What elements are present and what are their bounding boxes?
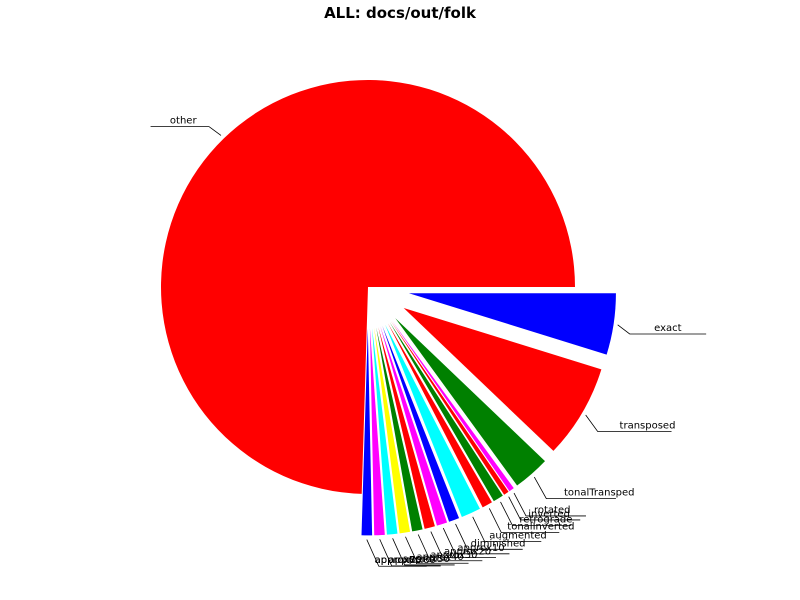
slice-minor-13-label: approx80 xyxy=(375,555,422,566)
slice-minor-6-leader xyxy=(442,527,510,555)
pie-slice-11 xyxy=(376,327,423,532)
slice-exact-label: exact xyxy=(654,323,682,334)
slice-minor-1-label: inverted xyxy=(528,509,570,520)
pie-slice-12 xyxy=(374,327,411,534)
slice-minor-12-label: approx70 xyxy=(375,555,422,566)
pie-slice-exact xyxy=(408,293,616,355)
pie-slice-10 xyxy=(378,327,435,529)
pie-slice-tonaltransped xyxy=(395,318,545,486)
slice-minor-4-leader xyxy=(472,516,542,543)
slice-minor-3-leader xyxy=(488,508,560,534)
pie-slice-14 xyxy=(369,328,385,536)
slice-minor-2-label: retrograde xyxy=(519,515,572,526)
pie-slices xyxy=(160,80,616,536)
pie-slice-7 xyxy=(385,324,480,517)
pie-slice-13 xyxy=(372,328,398,535)
slice-minor-6-label: approx10 xyxy=(457,543,504,554)
slice-minor-4-label: augmented xyxy=(489,531,546,542)
slice-minor-2-leader xyxy=(500,501,572,526)
slice-exact-leader xyxy=(617,324,707,335)
pie-slice-5 xyxy=(389,322,503,502)
slice-minor-7-label: approx20 xyxy=(444,547,491,558)
pie-slice-3 xyxy=(391,320,514,492)
label-leaders xyxy=(150,126,707,567)
slice-minor-0-label: rotated xyxy=(534,505,570,516)
pie-slice-15 xyxy=(361,328,373,536)
pie-slice-8 xyxy=(382,325,460,522)
slice-minor-10-label: approx50 xyxy=(403,554,450,565)
pie-slice-4 xyxy=(391,321,509,495)
slice-minor-5-label: diminished xyxy=(471,538,526,549)
slice-minor-12-leader xyxy=(366,539,427,567)
slice-tonaltransped-leader xyxy=(533,476,616,500)
slice-transposed-leader xyxy=(585,414,672,432)
pie-slice-9 xyxy=(380,326,448,526)
slice-other-label: other xyxy=(170,116,198,127)
slice-minor-11-label: approx60 xyxy=(389,555,436,566)
slice-minor-8-leader xyxy=(417,534,483,562)
pie-slice-other xyxy=(160,80,576,494)
slice-minor-5-leader xyxy=(455,523,523,550)
slice-minor-10-leader xyxy=(392,538,455,566)
slice-minor-3-label: tonalInverted xyxy=(507,522,574,533)
slice-minor-7-leader xyxy=(430,531,496,559)
pie-slice-transposed xyxy=(403,307,602,451)
slice-other-leader xyxy=(150,126,222,136)
slice-transposed-label: transposed xyxy=(620,421,676,432)
slice-minor-8-label: approx30 xyxy=(430,550,477,561)
slice-minor-9-leader xyxy=(405,536,469,564)
slice-minor-9-label: approx40 xyxy=(417,552,464,563)
slice-minor-1-leader xyxy=(508,496,581,521)
slice-minor-0-leader xyxy=(513,492,586,517)
chart-title: ALL: docs/out/folk xyxy=(324,4,476,22)
pie-slice-6 xyxy=(387,323,492,508)
slice-tonaltransped-label: tonalTransped xyxy=(564,488,635,499)
slice-labels: exact transposed tonalTransped other rotated… xyxy=(170,116,682,567)
